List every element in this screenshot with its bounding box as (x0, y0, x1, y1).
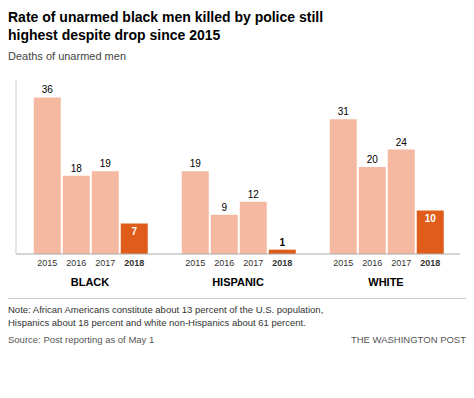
svg-text:2016: 2016 (214, 258, 234, 268)
svg-text:2015: 2015 (37, 258, 57, 268)
svg-text:36: 36 (42, 84, 54, 95)
svg-text:18: 18 (71, 163, 83, 174)
svg-text:2018: 2018 (420, 258, 440, 268)
svg-text:2016: 2016 (362, 258, 382, 268)
svg-text:WHITE: WHITE (368, 276, 403, 288)
svg-text:2017: 2017 (95, 258, 115, 268)
svg-text:2018: 2018 (272, 258, 292, 268)
html-text:THE WASHINGTON POST: THE WASHINGTON POST (350, 334, 466, 345)
svg-text:2018: 2018 (124, 258, 144, 268)
svg-text:2017: 2017 (243, 258, 263, 268)
svg-text:12: 12 (248, 189, 260, 200)
svg-text:2015: 2015 (333, 258, 353, 268)
svg-text:24: 24 (396, 137, 408, 148)
svg-text:BLACK: BLACK (71, 276, 110, 288)
svg-text:2015: 2015 (185, 258, 205, 268)
html-text:Deaths of unarmed men: Deaths of unarmed men (8, 50, 126, 62)
svg-text:2017: 2017 (391, 258, 411, 268)
svg-text:7: 7 (131, 226, 137, 237)
html-text:Note: African Americans consti: Note: African Americans constitute about… (8, 304, 324, 328)
svg-text:1: 1 (279, 237, 285, 248)
svg-text:31: 31 (338, 106, 350, 117)
svg-text:9: 9 (221, 202, 227, 213)
svg-text:2016: 2016 (66, 258, 86, 268)
html-text:Source: Post reporting as of M: Source: Post reporting as of May 1 (8, 334, 155, 345)
svg-text:20: 20 (367, 154, 379, 165)
svg-text:19: 19 (100, 158, 112, 169)
svg-text:19: 19 (190, 158, 202, 169)
svg-text:10: 10 (425, 213, 437, 224)
html-text:Rate of unarmed black men kill: Rate of unarmed black men killed by poli… (8, 9, 324, 43)
svg-text:HISPANIC: HISPANIC (212, 276, 264, 288)
